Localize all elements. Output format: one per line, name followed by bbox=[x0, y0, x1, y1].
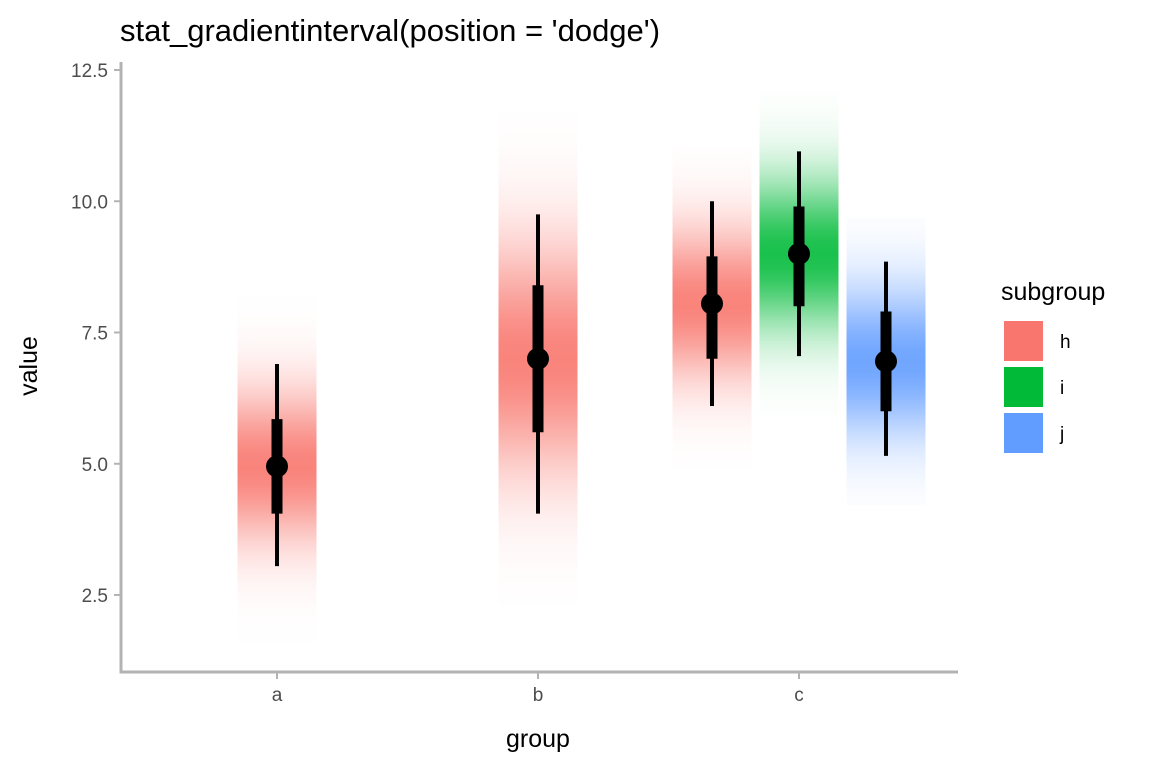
y-tick-label: 7.5 bbox=[82, 324, 108, 345]
legend-swatch-j bbox=[1004, 413, 1043, 453]
chart-title: stat_gradientinterval(position = 'dodge'… bbox=[120, 13, 660, 48]
y-axis: 2.5 5.0 7.5 10.0 12.5 bbox=[71, 61, 120, 607]
point-c-h bbox=[701, 292, 723, 315]
legend-label-j: j bbox=[1059, 424, 1064, 445]
point-c-j bbox=[875, 350, 897, 373]
legend-title: subgroup bbox=[1001, 278, 1105, 306]
x-tick-label: c bbox=[794, 685, 804, 706]
y-tick-label: 2.5 bbox=[82, 586, 108, 607]
x-tick-label: a bbox=[272, 685, 283, 706]
legend-label-h: h bbox=[1060, 332, 1071, 353]
point-b-h bbox=[527, 347, 549, 370]
legend: subgroup h i j bbox=[1001, 278, 1105, 453]
legend-swatch-h bbox=[1004, 321, 1043, 361]
plot-area bbox=[237, 91, 926, 643]
x-tick-label: b bbox=[533, 685, 544, 706]
legend-label-i: i bbox=[1060, 378, 1064, 399]
y-tick-label: 5.0 bbox=[82, 455, 108, 476]
point-a-h bbox=[266, 455, 288, 478]
legend-swatch-i bbox=[1004, 367, 1043, 407]
y-tick-label: 10.0 bbox=[71, 192, 108, 213]
x-axis-title: group bbox=[506, 725, 570, 753]
point-c-i bbox=[788, 242, 810, 265]
y-axis-title: value bbox=[15, 336, 43, 396]
x-axis: a b c bbox=[272, 673, 804, 706]
y-tick-label: 12.5 bbox=[71, 61, 108, 82]
